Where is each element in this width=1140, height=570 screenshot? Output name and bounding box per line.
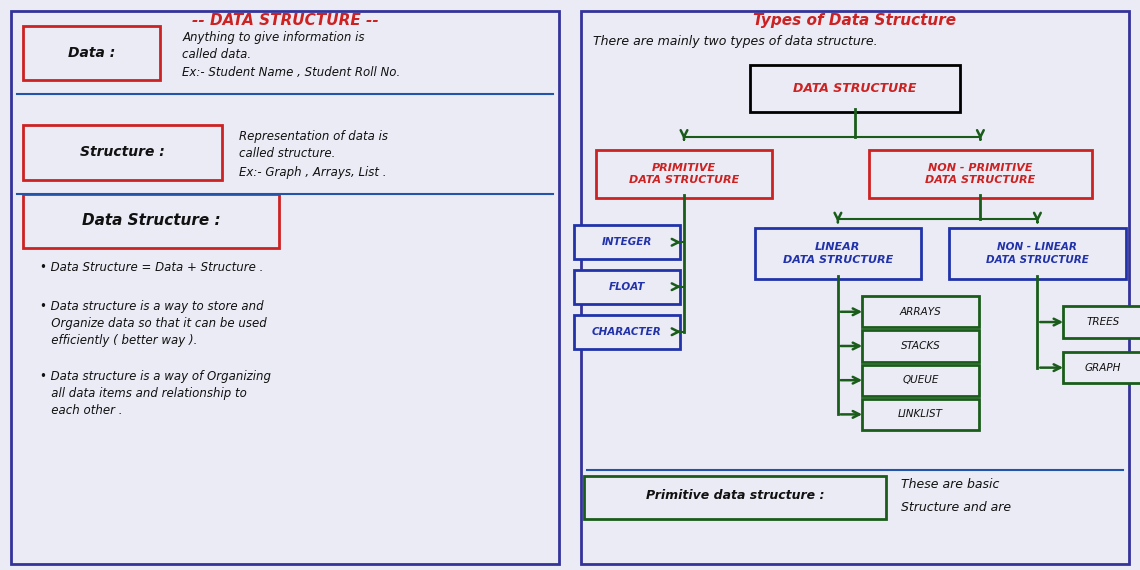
Text: Ex:- Graph , Arrays, List .: Ex:- Graph , Arrays, List . [239,166,386,178]
FancyBboxPatch shape [750,65,960,112]
FancyBboxPatch shape [862,399,979,430]
Text: DATA STRUCTURE: DATA STRUCTURE [793,82,917,95]
Text: Anything to give information is: Anything to give information is [182,31,365,43]
Text: Types of Data Structure: Types of Data Structure [754,13,956,27]
Text: Data Structure :: Data Structure : [82,213,220,229]
Text: Structure :: Structure : [80,145,165,160]
FancyBboxPatch shape [575,225,679,259]
Text: INTEGER: INTEGER [602,237,652,247]
Text: TREES: TREES [1086,317,1119,327]
Text: FLOAT: FLOAT [609,282,645,292]
FancyBboxPatch shape [595,150,773,198]
Text: each other .: each other . [40,404,122,417]
FancyBboxPatch shape [862,331,979,361]
FancyBboxPatch shape [1064,307,1140,337]
Text: Ex:- Student Name , Student Roll No.: Ex:- Student Name , Student Roll No. [182,67,400,79]
Text: There are mainly two types of data structure.: There are mainly two types of data struc… [593,35,878,47]
Text: LINKLIST: LINKLIST [898,409,943,420]
Text: • Data structure is a way of Organizing: • Data structure is a way of Organizing [40,370,271,382]
FancyBboxPatch shape [862,365,979,396]
FancyBboxPatch shape [870,150,1092,198]
Text: STACKS: STACKS [901,341,940,351]
FancyBboxPatch shape [23,125,222,180]
FancyBboxPatch shape [755,228,921,279]
FancyBboxPatch shape [23,26,160,80]
FancyBboxPatch shape [1064,352,1140,384]
Text: • Data Structure = Data + Structure .: • Data Structure = Data + Structure . [40,262,263,274]
Text: all data items and relationship to: all data items and relationship to [40,387,246,400]
Text: • Data structure is a way to store and: • Data structure is a way to store and [40,300,263,313]
Text: Organize data so that it can be used: Organize data so that it can be used [40,317,267,330]
Text: called data.: called data. [182,48,252,60]
Text: LINEAR
DATA STRUCTURE: LINEAR DATA STRUCTURE [783,242,893,265]
Text: GRAPH: GRAPH [1085,363,1121,373]
Text: -- DATA STRUCTURE --: -- DATA STRUCTURE -- [192,13,378,27]
Text: NON - PRIMITIVE
DATA STRUCTURE: NON - PRIMITIVE DATA STRUCTURE [926,162,1035,185]
Text: Representation of data is: Representation of data is [239,131,389,143]
FancyBboxPatch shape [948,228,1126,279]
FancyBboxPatch shape [11,11,559,564]
FancyBboxPatch shape [23,194,279,248]
Text: ARRAYS: ARRAYS [899,307,942,317]
Text: QUEUE: QUEUE [903,375,938,385]
Text: Data :: Data : [67,46,115,60]
Text: Structure and are: Structure and are [901,501,1011,514]
FancyBboxPatch shape [581,11,1129,564]
Text: NON - LINEAR
DATA STRUCTURE: NON - LINEAR DATA STRUCTURE [986,242,1089,265]
Text: efficiently ( better way ).: efficiently ( better way ). [40,335,197,347]
Text: PRIMITIVE
DATA STRUCTURE: PRIMITIVE DATA STRUCTURE [629,162,739,185]
Text: CHARACTER: CHARACTER [592,327,662,337]
FancyBboxPatch shape [584,476,887,519]
Text: called structure.: called structure. [239,148,336,160]
Text: These are basic: These are basic [901,478,999,491]
FancyBboxPatch shape [862,296,979,327]
FancyBboxPatch shape [575,270,679,304]
Text: Primitive data structure :: Primitive data structure : [646,490,824,502]
FancyBboxPatch shape [575,315,679,349]
